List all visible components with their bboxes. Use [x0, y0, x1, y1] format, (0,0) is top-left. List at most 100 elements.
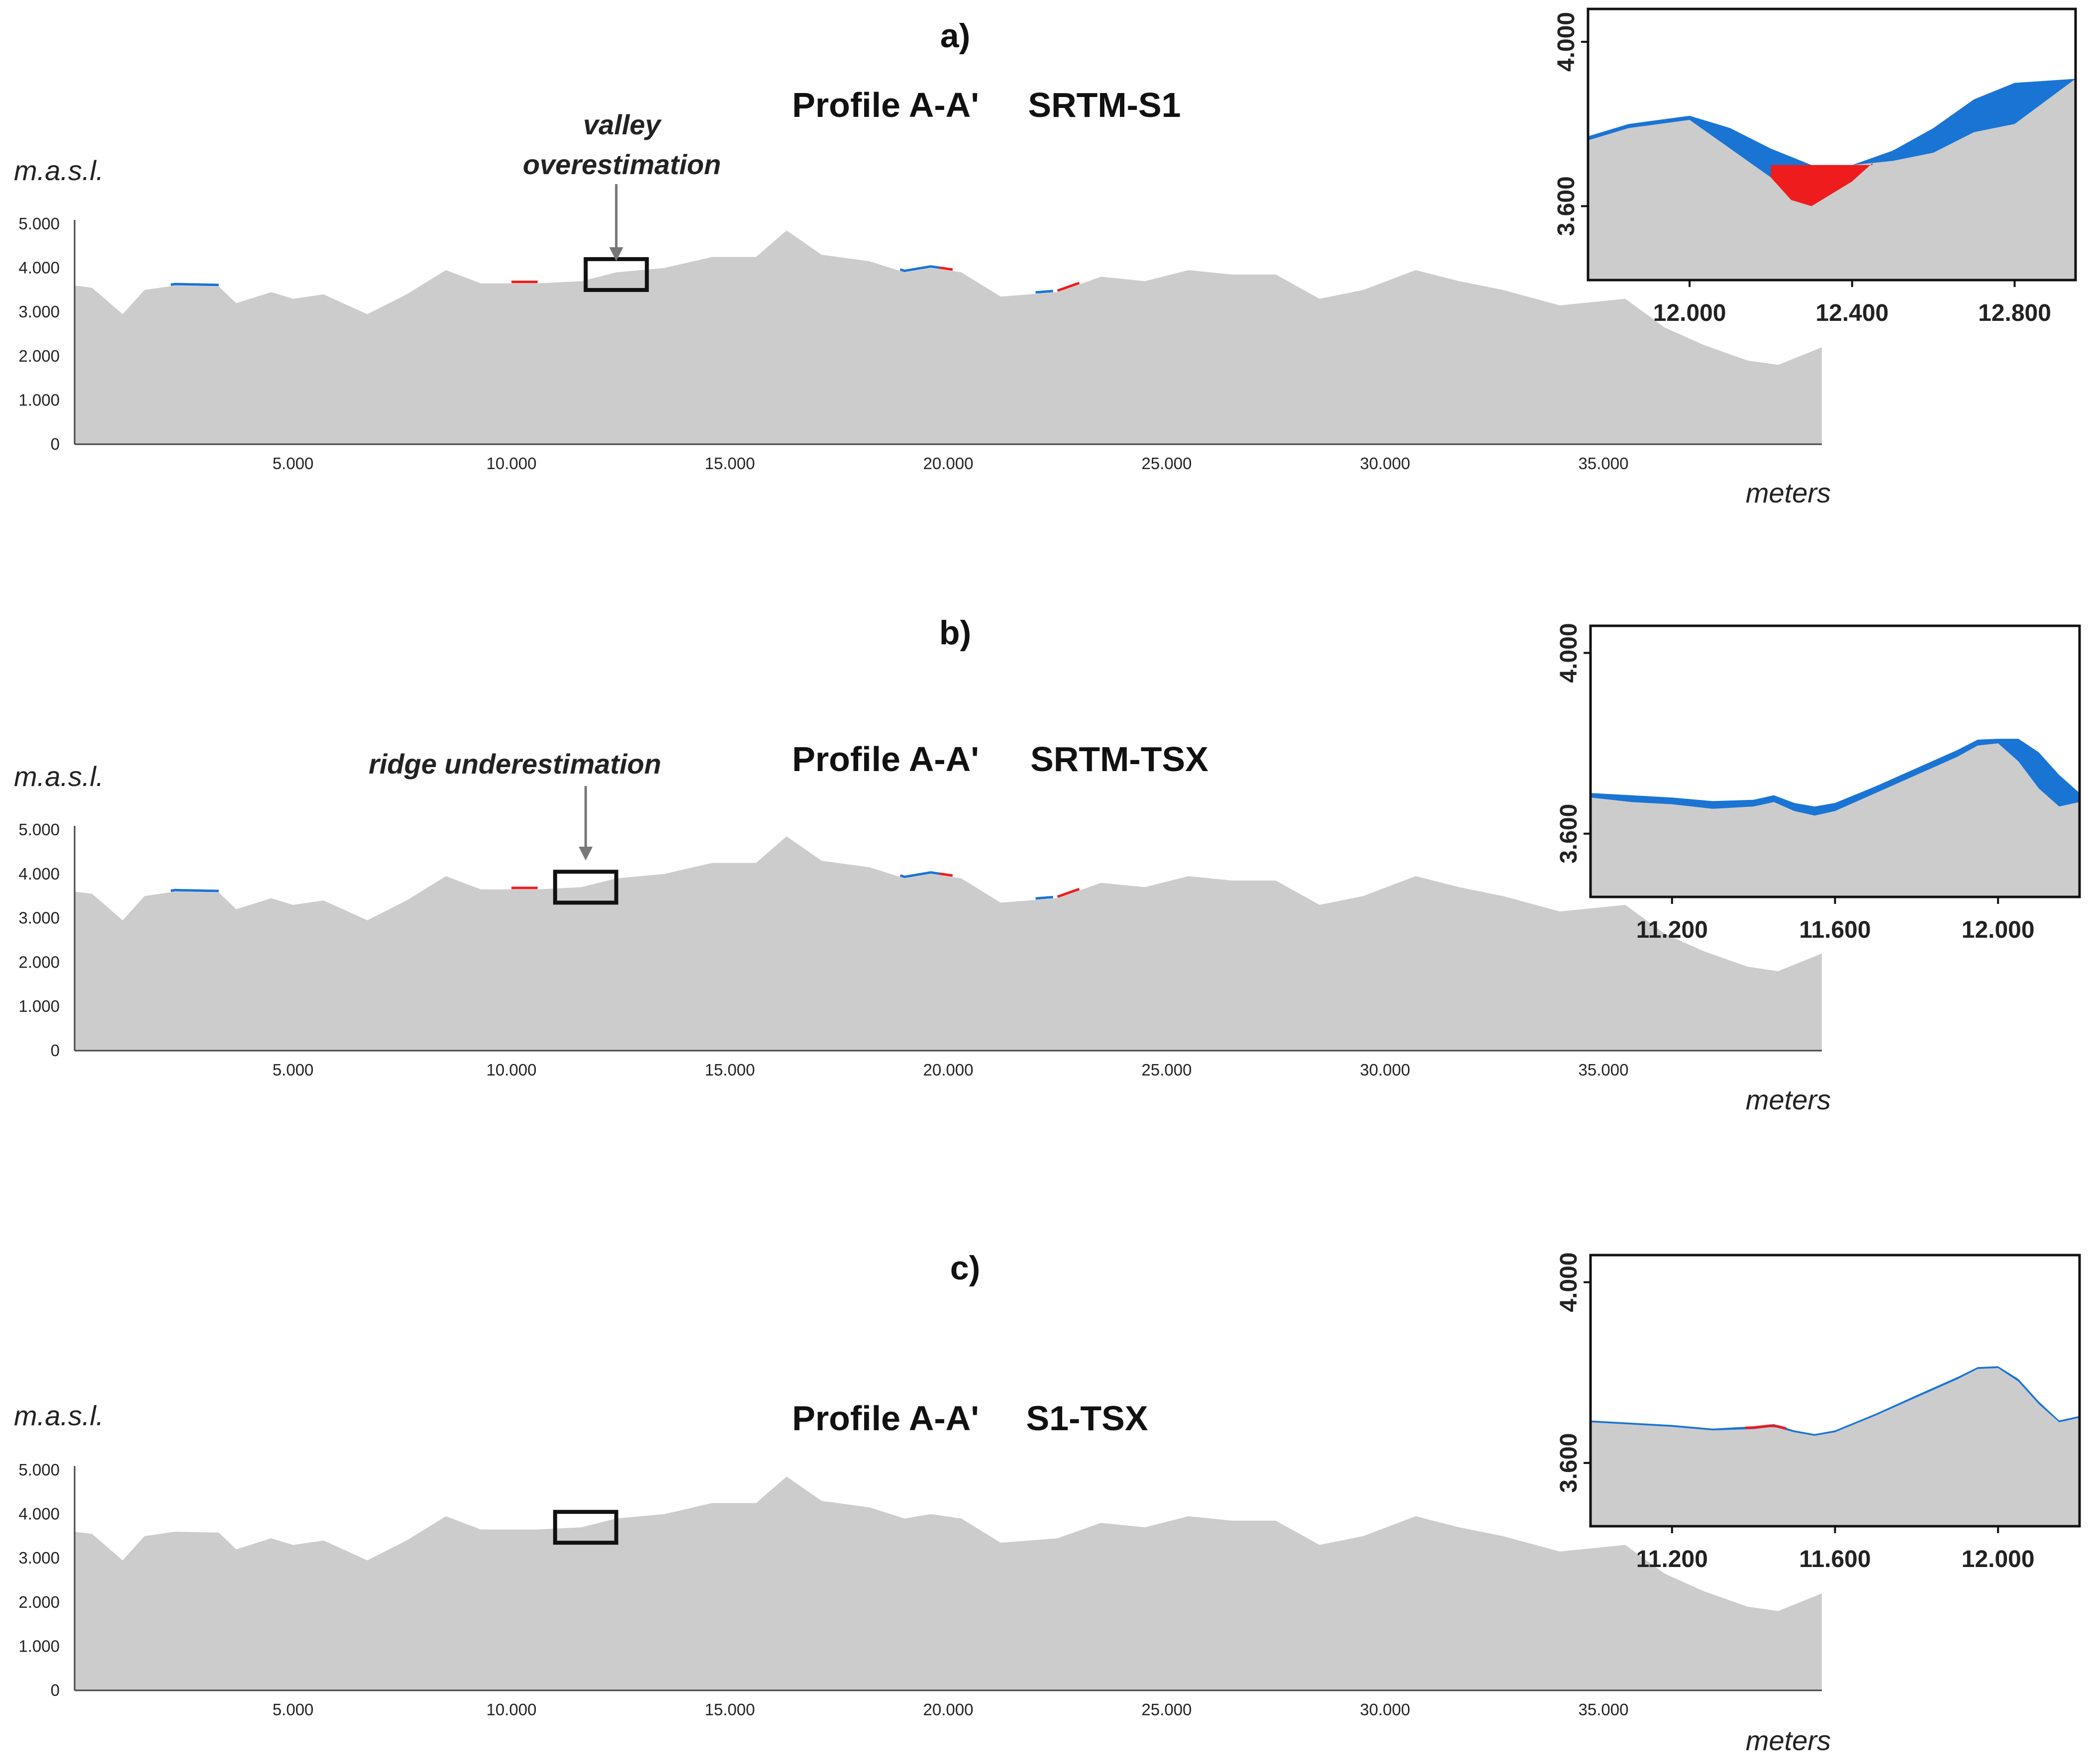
x-tick-label: 20.000 [923, 1700, 974, 1719]
inset-terrain-area [1591, 1368, 2080, 1526]
x-tick-label: 15.000 [705, 1700, 755, 1719]
panel-b-plot: 5.000 10.000 15.000 20.000 25.000 30.000 35.00… [18, 786, 1822, 1079]
panel-c: c) Profile A-A' S1-TSX m.a.s.l. meters 5… [14, 1249, 2081, 1756]
panel-a-annotation-line1: valley [583, 109, 662, 140]
panel-a-plot: 5.000 10.000 15.000 20.000 25.000 30.000 35.00… [18, 184, 1822, 473]
panel-a-title: Profile A-A' [792, 86, 979, 124]
y-tick-label: 0 [51, 435, 60, 453]
panel-c-comparison: S1-TSX [1026, 1399, 1148, 1438]
difference-sliver [899, 265, 940, 273]
panel-b-annotation: ridge underestimation [369, 748, 661, 780]
y-tick-label: 2.000 [18, 953, 60, 971]
zoom-box [553, 870, 618, 905]
y-tick-label: 4.000 [18, 1505, 60, 1523]
callout-arrow-head [579, 847, 593, 861]
x-tick-label: 10.000 [487, 1061, 537, 1079]
y-tick-label: 2.000 [18, 347, 60, 365]
panel-a-xlabel: meters [1746, 477, 1831, 508]
inset-x-tick-label: 11.200 [1636, 1546, 1708, 1572]
x-tick-label: 30.000 [1360, 1700, 1410, 1719]
inset-x-tick-label: 11.200 [1636, 917, 1708, 943]
inset-y-tick-label: 3.600 [1553, 176, 1580, 236]
panel-c-title: Profile A-A' [792, 1399, 979, 1438]
difference-sliver [170, 283, 219, 287]
y-tick-label: 0 [51, 1041, 60, 1060]
x-tick-label: 15.000 [705, 1061, 755, 1079]
inset-y-tick-label: 4.000 [1556, 623, 1582, 683]
inset-x-tick-label: 12.400 [1815, 300, 1889, 326]
y-tick-label: 5.000 [18, 1461, 60, 1479]
panel-b-comparison: SRTM-TSX [1030, 740, 1208, 779]
x-tick-label: 30.000 [1360, 454, 1410, 473]
inset-x-tick-label: 12.000 [1653, 300, 1726, 326]
difference-sliver [1035, 290, 1053, 294]
panel-a-ylabel: m.a.s.l. [14, 155, 103, 186]
difference-sliver [1057, 282, 1080, 292]
y-tick-label: 3.000 [18, 302, 60, 321]
panel-c-xlabel: meters [1746, 1725, 1831, 1756]
x-tick-label: 35.000 [1579, 1061, 1629, 1079]
panel-c-ylabel: m.a.s.l. [14, 1400, 103, 1431]
y-tick-label: 1.000 [18, 997, 60, 1015]
panel-b-inset: 11.200 11.600 12.000 3.600 4.000 [1556, 623, 2081, 943]
x-tick-label: 35.000 [1579, 1700, 1629, 1719]
panel-c-plot: 5.000 10.000 15.000 20.000 25.000 30.000 35.00… [18, 1461, 1822, 1719]
x-tick-label: 5.000 [273, 454, 314, 473]
elevation-area [75, 1476, 1822, 1690]
panel-a-annotation-line2: overestimation [523, 149, 721, 180]
y-tick-label: 1.000 [18, 1637, 60, 1655]
difference-sliver [899, 871, 940, 879]
panel-b-ylabel: m.a.s.l. [14, 761, 103, 792]
y-tick-label: 0 [51, 1681, 60, 1699]
elevation-area [75, 836, 1822, 1051]
inset-x-tick-label: 12.000 [1962, 917, 2035, 943]
difference-sliver [170, 888, 219, 892]
x-tick-label: 10.000 [487, 1700, 537, 1719]
x-tick-label: 25.000 [1142, 1061, 1192, 1079]
x-tick-label: 5.000 [273, 1700, 314, 1719]
inset-terrain-area [1591, 743, 2080, 897]
x-tick-label: 10.000 [487, 454, 537, 473]
panel-c-inset: 11.200 11.600 12.000 3.600 4.000 [1556, 1252, 2081, 1572]
y-tick-label: 2.000 [18, 1593, 60, 1611]
y-tick-label: 3.000 [18, 1549, 60, 1567]
inset-underestimation-band [1771, 163, 1873, 206]
inset-x-tick-label: 11.600 [1799, 917, 1871, 943]
inset-x-tick-label: 11.600 [1799, 1546, 1871, 1572]
inset-y-tick-label: 4.000 [1556, 1252, 1582, 1312]
difference-sliver [1035, 895, 1053, 900]
x-tick-label: 30.000 [1360, 1061, 1410, 1079]
inset-y-tick-label: 3.600 [1556, 1433, 1582, 1493]
panel-b-label: b) [939, 614, 971, 652]
inset-frame [1587, 7, 2077, 282]
y-tick-label: 4.000 [18, 865, 60, 883]
x-tick-label: 5.000 [273, 1061, 314, 1079]
zoom-box [553, 1510, 618, 1545]
panel-b-title: Profile A-A' [792, 740, 979, 779]
x-tick-label: 35.000 [1579, 454, 1629, 473]
difference-sliver [939, 872, 953, 877]
inset-x-tick-label: 12.800 [1978, 300, 2051, 326]
panel-a-label: a) [940, 17, 970, 55]
panel-b: b) Profile A-A' SRTM-TSX m.a.s.l. meters… [14, 614, 2081, 1115]
callout-arrow-head [609, 247, 623, 261]
difference-sliver [1057, 887, 1080, 898]
y-tick-label: 4.000 [18, 259, 60, 277]
inset-x-tick-label: 12.000 [1962, 1546, 2035, 1572]
x-tick-label: 25.000 [1142, 454, 1192, 473]
inset-y-tick-label: 3.600 [1556, 804, 1582, 864]
difference-sliver [939, 266, 953, 271]
inset-underestimation-sliver [1745, 1424, 1787, 1430]
panel-a-inset: 12.000 12.400 12.800 3.600 4.000 [1553, 7, 2077, 326]
panel-c-label: c) [950, 1249, 980, 1287]
elevation-area [75, 230, 1822, 444]
inset-y-tick-label: 4.000 [1553, 12, 1580, 72]
x-tick-label: 20.000 [923, 1061, 974, 1079]
y-tick-label: 1.000 [18, 391, 60, 409]
x-tick-label: 25.000 [1142, 1700, 1192, 1719]
x-tick-label: 15.000 [705, 454, 755, 473]
panel-b-xlabel: meters [1746, 1084, 1831, 1115]
x-tick-label: 20.000 [923, 454, 974, 473]
y-tick-label: 5.000 [18, 820, 60, 839]
